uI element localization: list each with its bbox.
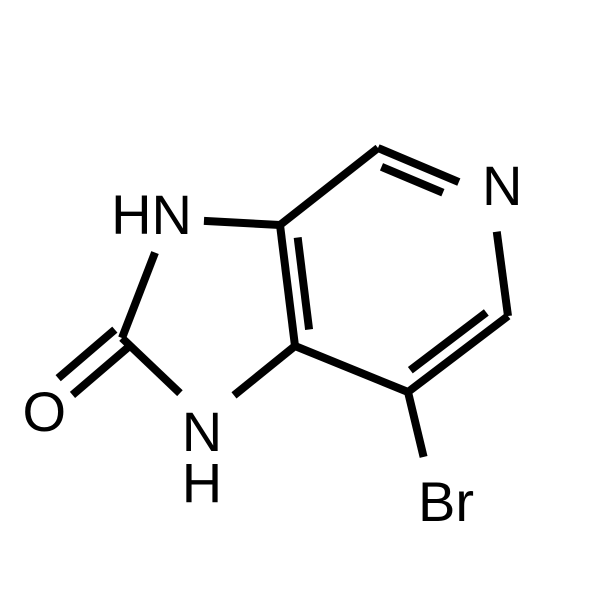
bond: [122, 253, 155, 338]
bond: [280, 225, 295, 346]
bond: [204, 221, 280, 225]
atom-label: N: [482, 154, 522, 217]
molecule-diagram: NHNNHOBr: [0, 0, 600, 600]
bond: [408, 392, 424, 457]
bond: [280, 148, 378, 225]
atom-label: O: [22, 380, 66, 443]
bond: [298, 238, 309, 330]
atom-label: H: [182, 451, 222, 514]
atom-label: Br: [418, 470, 474, 533]
bond: [295, 346, 408, 392]
bond: [408, 316, 508, 392]
atom-label: HN: [111, 183, 192, 246]
bond: [234, 346, 295, 395]
bond: [122, 338, 180, 393]
bond: [497, 232, 508, 316]
bond: [378, 148, 459, 182]
